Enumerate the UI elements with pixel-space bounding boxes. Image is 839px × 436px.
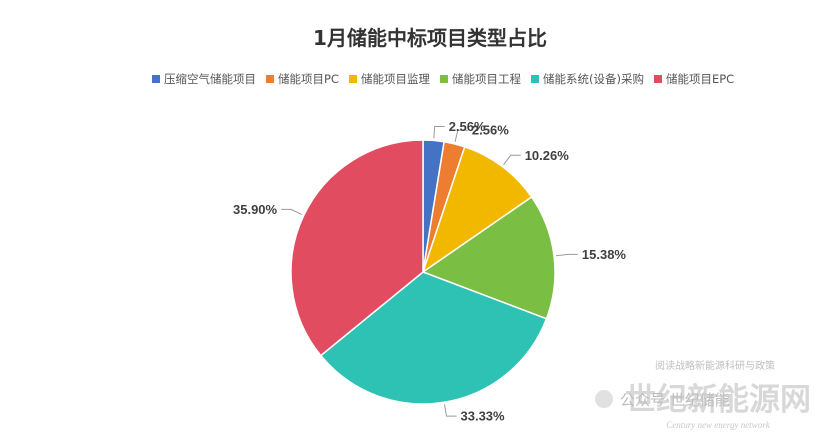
legend-label: 压缩空气储能项目 [164, 72, 256, 86]
data-label: 15.38% [582, 247, 627, 262]
legend: 压缩空气储能项目 储能项目PC 储能项目监理 储能项目工程 储能系统(设备)采购 储能项目… [152, 72, 734, 86]
legend-swatch [653, 75, 662, 83]
watermark-account: 公众号·世纪储能 [620, 391, 730, 409]
data-labels: 2.56%2.56% 10.26% 15.38% 33.33% 35.90% [233, 119, 626, 424]
legend-item[interactable]: 储能项目PC [266, 72, 339, 86]
leader-line [444, 404, 457, 417]
legend-item[interactable]: 储能项目监理 [348, 72, 430, 86]
legend-item[interactable]: 储能项目工程 [439, 72, 521, 86]
legend-item[interactable]: 压缩空气储能项目 [152, 72, 256, 86]
legend-label: 储能项目监理 [361, 72, 430, 86]
legend-swatch [530, 75, 539, 83]
pie-slice[interactable] [421, 145, 533, 274]
data-label: 2.56% [449, 119, 486, 134]
watermark: 阅读战略新能源科研与政策 世纪新能源网 公众号·世纪储能 Century new… [595, 359, 811, 430]
pie-slice[interactable] [421, 195, 556, 320]
pie-slices [290, 139, 556, 405]
legend-swatch [152, 75, 160, 83]
wechat-icon [595, 390, 613, 408]
legend-swatch [266, 75, 274, 83]
legend-label: 储能项目PC [278, 72, 339, 86]
legend-label: 储能项目工程 [452, 72, 521, 86]
legend-swatch [348, 75, 357, 83]
legend-swatch [439, 75, 448, 83]
watermark-main: 世纪新能源网 [625, 382, 811, 418]
watermark-english: Century new energy network [666, 420, 770, 430]
watermark-top-line: 阅读战略新能源科研与政策 [655, 359, 775, 372]
leader-lines [281, 126, 578, 417]
leader-line [433, 126, 445, 139]
leader-line [454, 129, 468, 143]
pie-slice[interactable] [319, 271, 548, 405]
leader-line [281, 208, 303, 216]
pie-slice[interactable] [290, 139, 424, 357]
data-label: 10.26% [525, 148, 570, 163]
legend-item[interactable]: 储能系统(设备)采购 [530, 72, 644, 86]
legend-label: 储能系统(设备)采购 [543, 72, 644, 86]
legend-label: 储能项目EPC [666, 72, 734, 86]
legend-item[interactable]: 储能项目EPC [653, 72, 734, 86]
data-label: 35.90% [233, 202, 278, 217]
chart-title: 1月储能中标项目类型占比 [313, 26, 547, 50]
data-label: 33.33% [461, 409, 506, 424]
leader-line [503, 154, 521, 166]
data-label: 2.56% [472, 123, 509, 138]
leader-line [555, 253, 578, 257]
